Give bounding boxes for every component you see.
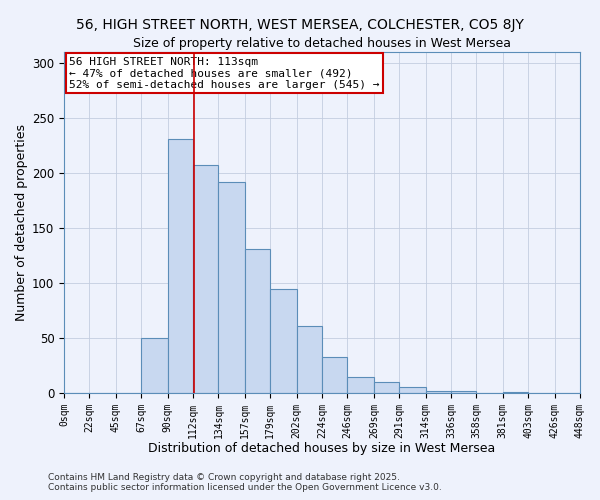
Bar	[193, 165, 218, 393]
Bar	[141, 338, 168, 393]
Bar	[347, 378, 374, 393]
Bar	[426, 390, 451, 393]
Bar	[270, 290, 297, 393]
Bar	[168, 138, 193, 393]
Y-axis label: Number of detached properties: Number of detached properties	[15, 124, 28, 321]
Bar	[451, 390, 476, 393]
Bar	[374, 382, 399, 393]
Bar	[218, 182, 245, 393]
Text: Contains HM Land Registry data © Crown copyright and database right 2025.
Contai: Contains HM Land Registry data © Crown c…	[48, 473, 442, 492]
Text: 56 HIGH STREET NORTH: 113sqm
← 47% of detached houses are smaller (492)
52% of s: 56 HIGH STREET NORTH: 113sqm ← 47% of de…	[69, 57, 380, 90]
Bar	[503, 392, 528, 393]
Bar	[322, 356, 347, 393]
X-axis label: Distribution of detached houses by size in West Mersea: Distribution of detached houses by size …	[148, 442, 496, 455]
Bar	[297, 326, 322, 393]
Bar	[399, 388, 426, 393]
Bar	[245, 248, 270, 393]
Title: Size of property relative to detached houses in West Mersea: Size of property relative to detached ho…	[133, 38, 511, 51]
Text: 56, HIGH STREET NORTH, WEST MERSEA, COLCHESTER, CO5 8JY: 56, HIGH STREET NORTH, WEST MERSEA, COLC…	[76, 18, 524, 32]
